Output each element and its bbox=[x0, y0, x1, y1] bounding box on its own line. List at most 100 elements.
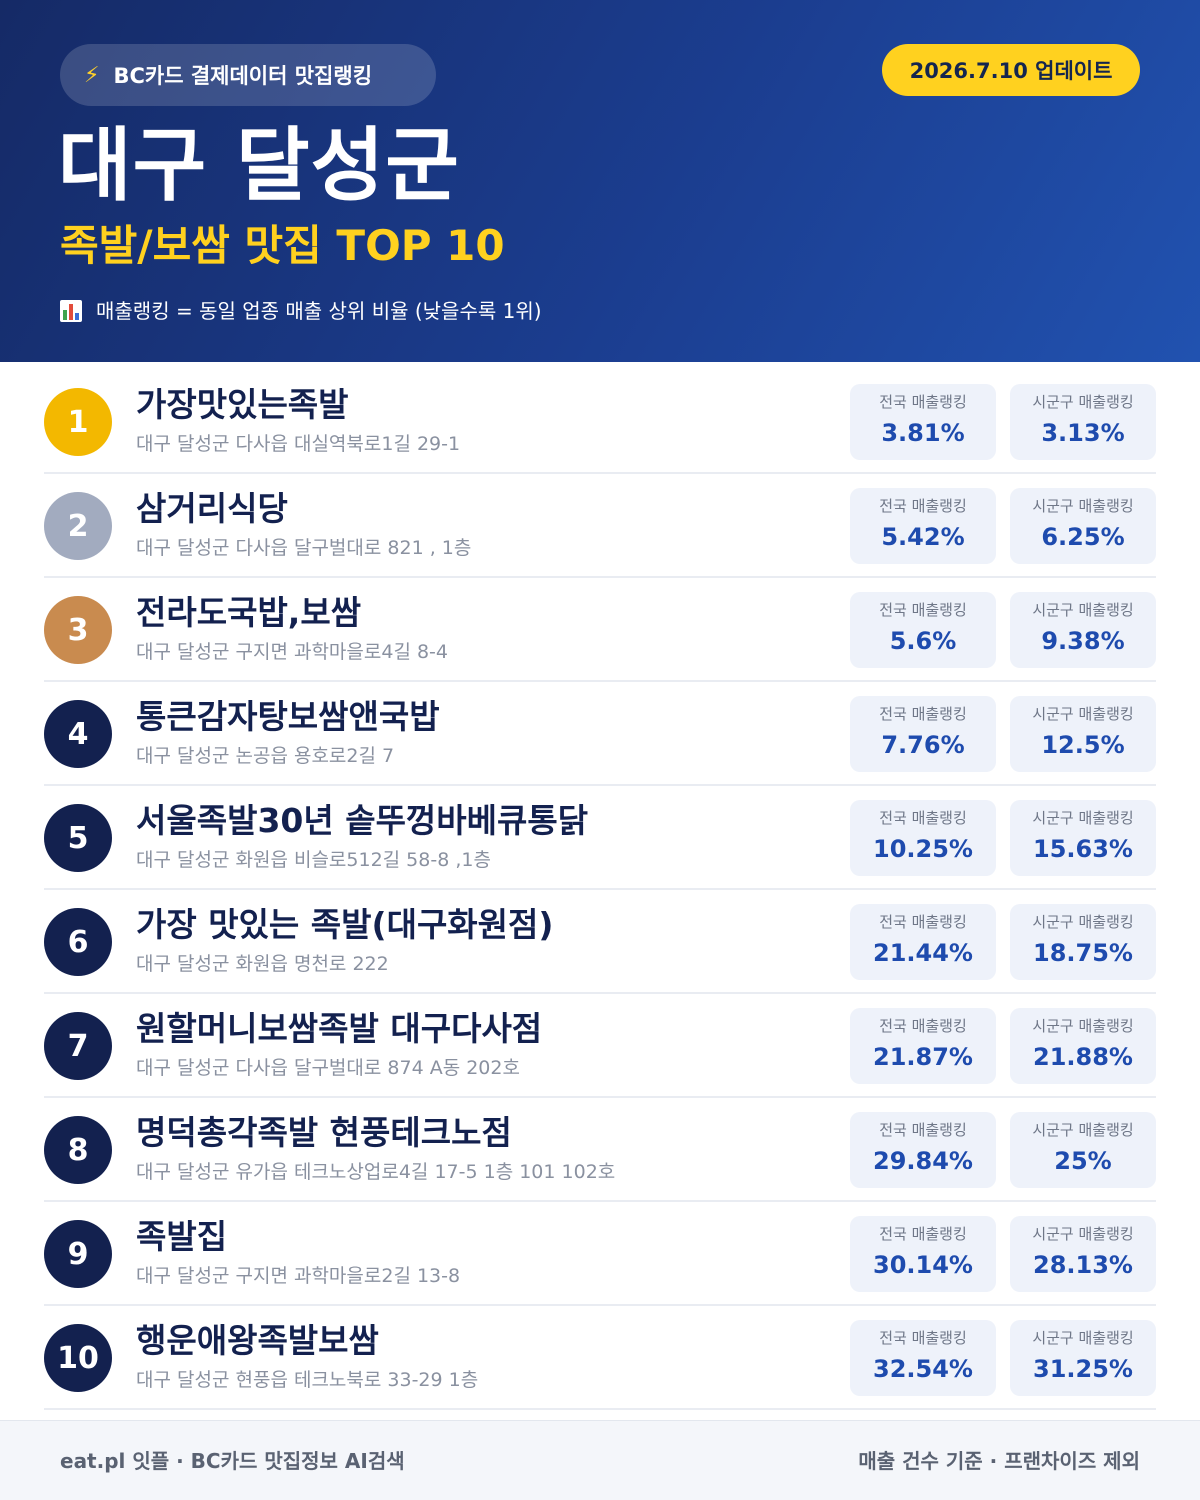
national-ranking-card: 전국 매출랭킹 21.44% bbox=[850, 904, 996, 980]
regional-ranking-value: 21.88% bbox=[1033, 1043, 1133, 1071]
national-ranking-card: 전국 매출랭킹 10.25% bbox=[850, 800, 996, 876]
regional-ranking-value: 28.13% bbox=[1033, 1251, 1133, 1279]
regional-ranking-card: 시군구 매출랭킹 15.63% bbox=[1010, 800, 1156, 876]
regional-ranking-card: 시군구 매출랭킹 31.25% bbox=[1010, 1320, 1156, 1396]
restaurant-name: 통큰감자탕보쌈앤국밥 bbox=[136, 697, 440, 736]
restaurant-address: 대구 달성군 논공읍 용호로2길 7 bbox=[136, 745, 395, 767]
restaurant-address: 대구 달성군 유가읍 테크노상업로4길 17-5 1층 101 102호 bbox=[136, 1161, 616, 1183]
regional-ranking-label: 시군구 매출랭킹 bbox=[1032, 705, 1134, 723]
footer-criteria: 매출 건수 기준 · 프랜차이즈 제외 bbox=[858, 1449, 1140, 1473]
national-ranking-value: 21.44% bbox=[873, 939, 973, 967]
restaurant-address: 대구 달성군 다사읍 대실역북로1길 29-1 bbox=[136, 433, 461, 455]
regional-ranking-card: 시군구 매출랭킹 6.25% bbox=[1010, 488, 1156, 564]
regional-ranking-value: 3.13% bbox=[1041, 419, 1125, 447]
rank-badge: 3 bbox=[44, 596, 112, 664]
regional-ranking-card: 시군구 매출랭킹 12.5% bbox=[1010, 696, 1156, 772]
national-ranking-value: 5.42% bbox=[881, 523, 965, 551]
ranking-note: 매출랭킹 = 동일 업종 매출 상위 비율 (낮을수록 1위) bbox=[60, 296, 542, 326]
restaurant-name: 명덕총각족발 현풍테크노점 bbox=[136, 1113, 512, 1152]
regional-ranking-label: 시군구 매출랭킹 bbox=[1032, 497, 1134, 515]
national-ranking-label: 전국 매출랭킹 bbox=[879, 1017, 967, 1035]
national-ranking-label: 전국 매출랭킹 bbox=[879, 705, 967, 723]
national-ranking-label: 전국 매출랭킹 bbox=[879, 809, 967, 827]
national-ranking-label: 전국 매출랭킹 bbox=[879, 1121, 967, 1139]
national-ranking-value: 5.6% bbox=[889, 627, 957, 655]
national-ranking-card: 전국 매출랭킹 5.6% bbox=[850, 592, 996, 668]
regional-ranking-value: 6.25% bbox=[1041, 523, 1125, 551]
rank-badge: 4 bbox=[44, 700, 112, 768]
restaurant-address: 대구 달성군 화원읍 명천로 222 bbox=[136, 953, 389, 975]
regional-ranking-value: 25% bbox=[1054, 1147, 1112, 1175]
rank-badge: 9 bbox=[44, 1220, 112, 1288]
rank-badge: 7 bbox=[44, 1012, 112, 1080]
update-badge: 2026.7.10 업데이트 bbox=[882, 44, 1140, 96]
national-ranking-value: 32.54% bbox=[873, 1355, 973, 1383]
restaurant-name: 삼거리식당 bbox=[136, 489, 288, 528]
national-ranking-value: 3.81% bbox=[881, 419, 965, 447]
regional-ranking-label: 시군구 매출랭킹 bbox=[1032, 809, 1134, 827]
restaurant-address: 대구 달성군 구지면 과학마을로4길 8-4 bbox=[136, 641, 449, 663]
source-label: BC카드 결제데이터 맛집랭킹 bbox=[113, 64, 373, 88]
lightning-icon: ⚡ bbox=[84, 62, 100, 88]
rank-badge: 5 bbox=[44, 804, 112, 872]
rank-badge: 8 bbox=[44, 1116, 112, 1184]
ranking-note-text: 매출랭킹 = 동일 업종 매출 상위 비율 (낮을수록 1위) bbox=[96, 299, 542, 323]
regional-ranking-value: 15.63% bbox=[1033, 835, 1133, 863]
national-ranking-label: 전국 매출랭킹 bbox=[879, 601, 967, 619]
national-ranking-card: 전국 매출랭킹 21.87% bbox=[850, 1008, 996, 1084]
restaurant-name: 가장 맛있는 족발(대구화원점) bbox=[136, 905, 554, 944]
restaurant-address: 대구 달성군 다사읍 달구벌대로 874 A동 202호 bbox=[136, 1057, 520, 1079]
national-ranking-card: 전국 매출랭킹 5.42% bbox=[850, 488, 996, 564]
national-ranking-card: 전국 매출랭킹 3.81% bbox=[850, 384, 996, 460]
rank-badge: 2 bbox=[44, 492, 112, 560]
national-ranking-value: 10.25% bbox=[873, 835, 973, 863]
national-ranking-value: 7.76% bbox=[881, 731, 965, 759]
regional-ranking-label: 시군구 매출랭킹 bbox=[1032, 1121, 1134, 1139]
national-ranking-value: 21.87% bbox=[873, 1043, 973, 1071]
regional-ranking-value: 31.25% bbox=[1033, 1355, 1133, 1383]
source-pill: ⚡ BC카드 결제데이터 맛집랭킹 bbox=[60, 44, 436, 106]
regional-ranking-label: 시군구 매출랭킹 bbox=[1032, 601, 1134, 619]
restaurant-name: 서울족발30년 솥뚜껑바베큐통닭 bbox=[136, 801, 589, 840]
regional-ranking-card: 시군구 매출랭킹 25% bbox=[1010, 1112, 1156, 1188]
list-item: 6 가장 맛있는 족발(대구화원점) 대구 달성군 화원읍 명천로 222 전국 매출… bbox=[44, 890, 1156, 994]
rank-badge: 10 bbox=[44, 1324, 112, 1392]
national-ranking-card: 전국 매출랭킹 29.84% bbox=[850, 1112, 996, 1188]
restaurant-name: 가장맛있는족발 bbox=[136, 385, 349, 424]
rank-badge: 1 bbox=[44, 388, 112, 456]
regional-ranking-label: 시군구 매출랭킹 bbox=[1032, 1225, 1134, 1243]
regional-ranking-label: 시군구 매출랭킹 bbox=[1032, 1329, 1134, 1347]
restaurant-address: 대구 달성군 현풍읍 테크노북로 33-29 1층 bbox=[136, 1369, 479, 1391]
restaurant-address: 대구 달성군 다사읍 달구벌대로 821 , 1층 bbox=[136, 537, 472, 559]
regional-ranking-card: 시군구 매출랭킹 9.38% bbox=[1010, 592, 1156, 668]
restaurant-name: 족발집 bbox=[136, 1217, 228, 1256]
footer-source: eat.pl 잇플 · BC카드 맛집정보 AI검색 bbox=[60, 1449, 405, 1473]
national-ranking-value: 29.84% bbox=[873, 1147, 973, 1175]
restaurant-address: 대구 달성군 구지면 과학마을로2길 13-8 bbox=[136, 1265, 461, 1287]
rank-badge: 6 bbox=[44, 908, 112, 976]
national-ranking-label: 전국 매출랭킹 bbox=[879, 497, 967, 515]
national-ranking-value: 30.14% bbox=[873, 1251, 973, 1279]
footer: eat.pl 잇플 · BC카드 맛집정보 AI검색 매출 건수 기준 · 프랜… bbox=[0, 1420, 1200, 1500]
list-item: 5 서울족발30년 솥뚜껑바베큐통닭 대구 달성군 화원읍 비슬로512길 58-8… bbox=[44, 786, 1156, 890]
regional-ranking-card: 시군구 매출랭킹 18.75% bbox=[1010, 904, 1156, 980]
national-ranking-card: 전국 매출랭킹 32.54% bbox=[850, 1320, 996, 1396]
header-banner: ⚡ BC카드 결제데이터 맛집랭킹 2026.7.10 업데이트 대구 달성군 … bbox=[0, 0, 1200, 362]
national-ranking-card: 전국 매출랭킹 7.76% bbox=[850, 696, 996, 772]
page-subtitle: 족발/보쌈 맛집 TOP 10 bbox=[60, 221, 505, 270]
national-ranking-card: 전국 매출랭킹 30.14% bbox=[850, 1216, 996, 1292]
restaurant-name: 원할머니보쌈족발 대구다사점 bbox=[136, 1009, 543, 1048]
bar-chart-icon bbox=[60, 300, 82, 322]
restaurant-name: 행운애왕족발보쌈 bbox=[136, 1321, 379, 1360]
national-ranking-label: 전국 매출랭킹 bbox=[879, 1329, 967, 1347]
national-ranking-label: 전국 매출랭킹 bbox=[879, 393, 967, 411]
regional-ranking-label: 시군구 매출랭킹 bbox=[1032, 1017, 1134, 1035]
restaurant-name: 전라도국밥,보쌈 bbox=[136, 593, 362, 632]
